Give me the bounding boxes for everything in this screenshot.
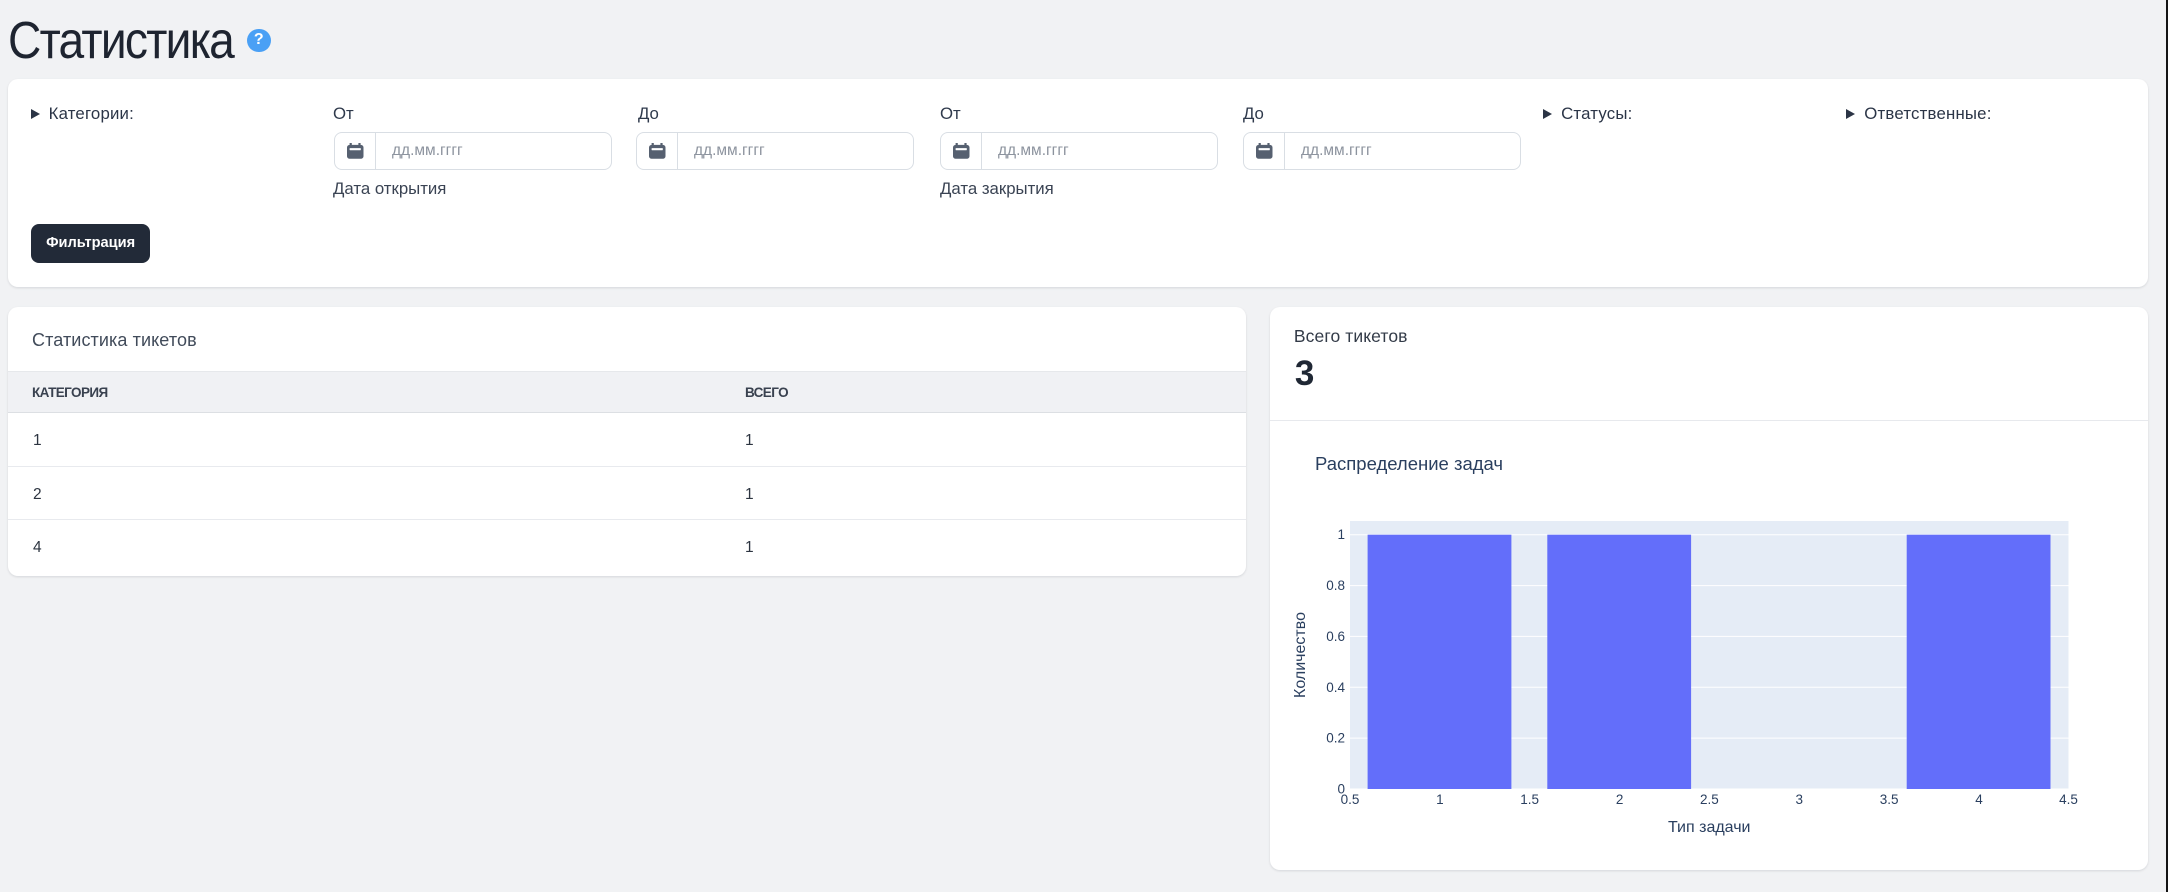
svg-text:3: 3 (1795, 792, 1803, 807)
svg-text:Тип задачи: Тип задачи (1668, 819, 1751, 836)
svg-text:2: 2 (1616, 792, 1624, 807)
svg-text:0.2: 0.2 (1326, 731, 1345, 746)
svg-text:1.5: 1.5 (1520, 792, 1539, 807)
svg-text:0.5: 0.5 (1341, 792, 1360, 807)
svg-text:3.5: 3.5 (1880, 792, 1899, 807)
svg-text:Распределение задач: Распределение задач (1315, 453, 1503, 474)
svg-text:1: 1 (1337, 527, 1345, 542)
svg-text:0.6: 0.6 (1326, 629, 1345, 644)
svg-text:2.5: 2.5 (1700, 792, 1719, 807)
svg-text:4: 4 (1975, 792, 1983, 807)
svg-text:4.5: 4.5 (2059, 792, 2078, 807)
svg-text:Количество: Количество (1292, 612, 1309, 698)
svg-text:1: 1 (1436, 792, 1444, 807)
svg-text:0.8: 0.8 (1326, 578, 1345, 593)
svg-text:0: 0 (1337, 781, 1345, 796)
svg-text:0.4: 0.4 (1326, 680, 1345, 695)
